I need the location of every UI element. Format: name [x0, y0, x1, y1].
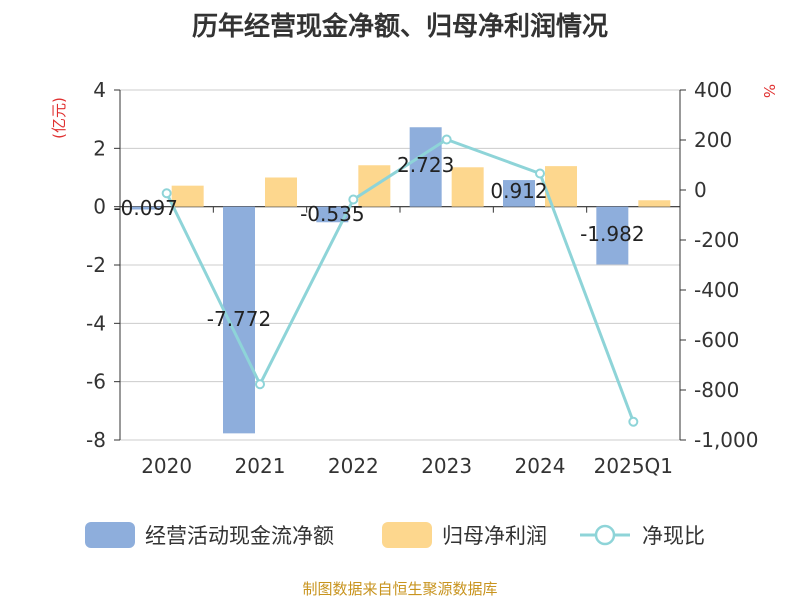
cash-flow-data-label: -7.772 — [207, 307, 271, 331]
legend-label-cash-flow: 经营活动现金流净额 — [145, 524, 334, 548]
legend-swatch-ratio-marker — [594, 524, 616, 546]
cash-flow-data-label: 0.912 — [490, 179, 547, 203]
x-axis-tick-label: 2024 — [515, 454, 566, 478]
left-axis-tick-label: -6 — [86, 370, 106, 394]
cash-flow-bar — [503, 180, 535, 207]
ratio-point — [441, 134, 452, 145]
cash-flow-data-label: 2.723 — [397, 153, 454, 177]
cash-flow-data-label: -0.535 — [300, 202, 364, 226]
ratio-point — [535, 168, 545, 179]
right-axis-tick-label: -800 — [694, 378, 739, 402]
cash-flow-data-label: -0.097 — [113, 196, 177, 220]
right-axis-tick-label: 400 — [694, 78, 732, 102]
right-axis-tick-label: 200 — [694, 128, 732, 152]
right-axis-tick-label: -600 — [694, 328, 739, 352]
legend-swatch-net-profit — [382, 522, 432, 548]
net-profit-bar — [451, 167, 484, 207]
x-axis-tick-label: 2022 — [328, 454, 379, 478]
ratio-point — [348, 194, 359, 205]
right-axis-tick-label: -400 — [694, 278, 739, 302]
net-profit-bar — [171, 185, 204, 207]
chart-title: 历年经营现金净额、归母净利润情况 — [191, 12, 608, 42]
cash-flow-data-label: -1.982 — [580, 222, 644, 246]
left-axis-tick-label: 2 — [93, 136, 106, 160]
cash-flow-bar — [129, 206, 162, 210]
ratio-point — [628, 416, 639, 427]
right-axis-tick-label: -1,000 — [694, 428, 758, 452]
x-axis-tick-label: 2020 — [141, 454, 192, 478]
right-axis-tick-label: 0 — [694, 178, 707, 202]
cash-flow-bar — [409, 127, 442, 207]
cash-flow-bar — [316, 206, 349, 223]
ratio-point — [161, 188, 172, 199]
data-source-note: 制图数据来自恒生聚源数据库 — [302, 580, 498, 598]
ratio-line — [165, 137, 635, 423]
net-profit-bar — [638, 200, 671, 207]
left-axis-tick-label: 4 — [93, 78, 106, 102]
x-axis-tick-label: 2023 — [421, 454, 472, 478]
left-axis-tick-label: -8 — [86, 428, 106, 452]
x-axis-tick-label: 2025Q1 — [594, 454, 673, 478]
left-axis-tick-label: 0 — [93, 195, 106, 219]
legend-swatch-cash-flow — [85, 522, 135, 548]
x-axis-tick-label: 2021 — [235, 454, 286, 478]
right-axis-tick-label: -200 — [694, 228, 739, 252]
net-profit-bar — [265, 177, 297, 207]
legend-label-ratio: 净现比 — [642, 524, 705, 548]
right-axis-label: % — [760, 84, 778, 98]
left-axis-label: (亿元) — [50, 97, 68, 139]
legend-label-net-profit: 归母净利润 — [442, 524, 547, 548]
left-axis-tick-label: -4 — [86, 311, 106, 335]
ratio-point — [255, 379, 265, 390]
cash-flow-bar — [596, 206, 629, 265]
left-axis-tick-label: -2 — [86, 253, 106, 277]
